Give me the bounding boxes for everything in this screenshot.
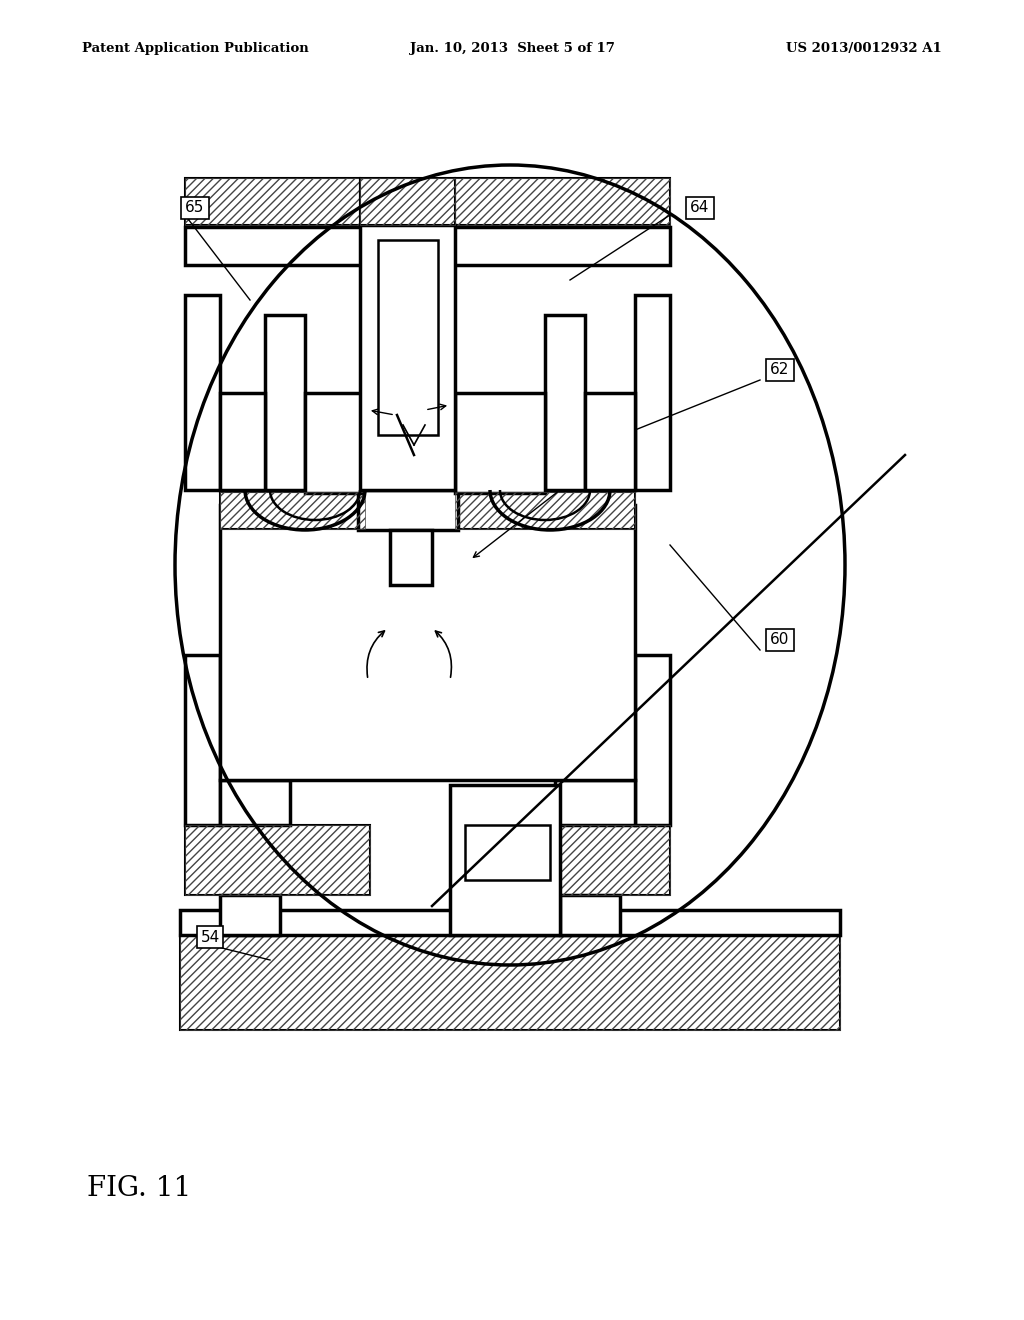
Bar: [180, 935, 840, 1030]
Bar: [455, 492, 635, 529]
Text: 60: 60: [770, 632, 790, 648]
Bar: [220, 492, 365, 529]
Bar: [455, 178, 670, 224]
Text: FIG. 11: FIG. 11: [87, 1175, 191, 1201]
Bar: [220, 780, 290, 825]
Text: Patent Application Publication: Patent Application Publication: [82, 42, 308, 55]
Bar: [635, 655, 670, 825]
Bar: [360, 178, 455, 224]
Bar: [185, 227, 670, 265]
Bar: [455, 492, 635, 529]
Bar: [185, 655, 220, 825]
Bar: [220, 393, 265, 490]
Bar: [220, 492, 365, 529]
Bar: [555, 780, 635, 825]
Bar: [185, 178, 360, 224]
Bar: [450, 785, 560, 935]
Bar: [185, 294, 220, 490]
Text: 65: 65: [185, 201, 205, 215]
Text: Jan. 10, 2013  Sheet 5 of 17: Jan. 10, 2013 Sheet 5 of 17: [410, 42, 614, 55]
Bar: [465, 825, 550, 880]
Bar: [378, 240, 438, 436]
Bar: [470, 825, 670, 895]
Bar: [360, 224, 455, 490]
Bar: [360, 178, 455, 224]
Bar: [305, 393, 362, 492]
Text: 64: 64: [690, 201, 710, 215]
Bar: [455, 178, 670, 224]
Bar: [635, 294, 670, 490]
Bar: [185, 178, 360, 224]
Text: 54: 54: [201, 929, 219, 945]
Bar: [220, 895, 280, 935]
Text: 62: 62: [770, 363, 790, 378]
Bar: [560, 895, 620, 935]
Bar: [455, 393, 545, 492]
Bar: [390, 531, 432, 585]
Text: US 2013/0012932 A1: US 2013/0012932 A1: [786, 42, 942, 55]
Bar: [585, 393, 635, 490]
Bar: [185, 825, 370, 895]
Bar: [185, 825, 370, 895]
Bar: [265, 315, 305, 490]
Bar: [358, 490, 458, 531]
Bar: [220, 506, 635, 780]
Bar: [180, 909, 840, 935]
Bar: [180, 935, 840, 1030]
Bar: [470, 825, 670, 895]
Bar: [545, 315, 585, 490]
